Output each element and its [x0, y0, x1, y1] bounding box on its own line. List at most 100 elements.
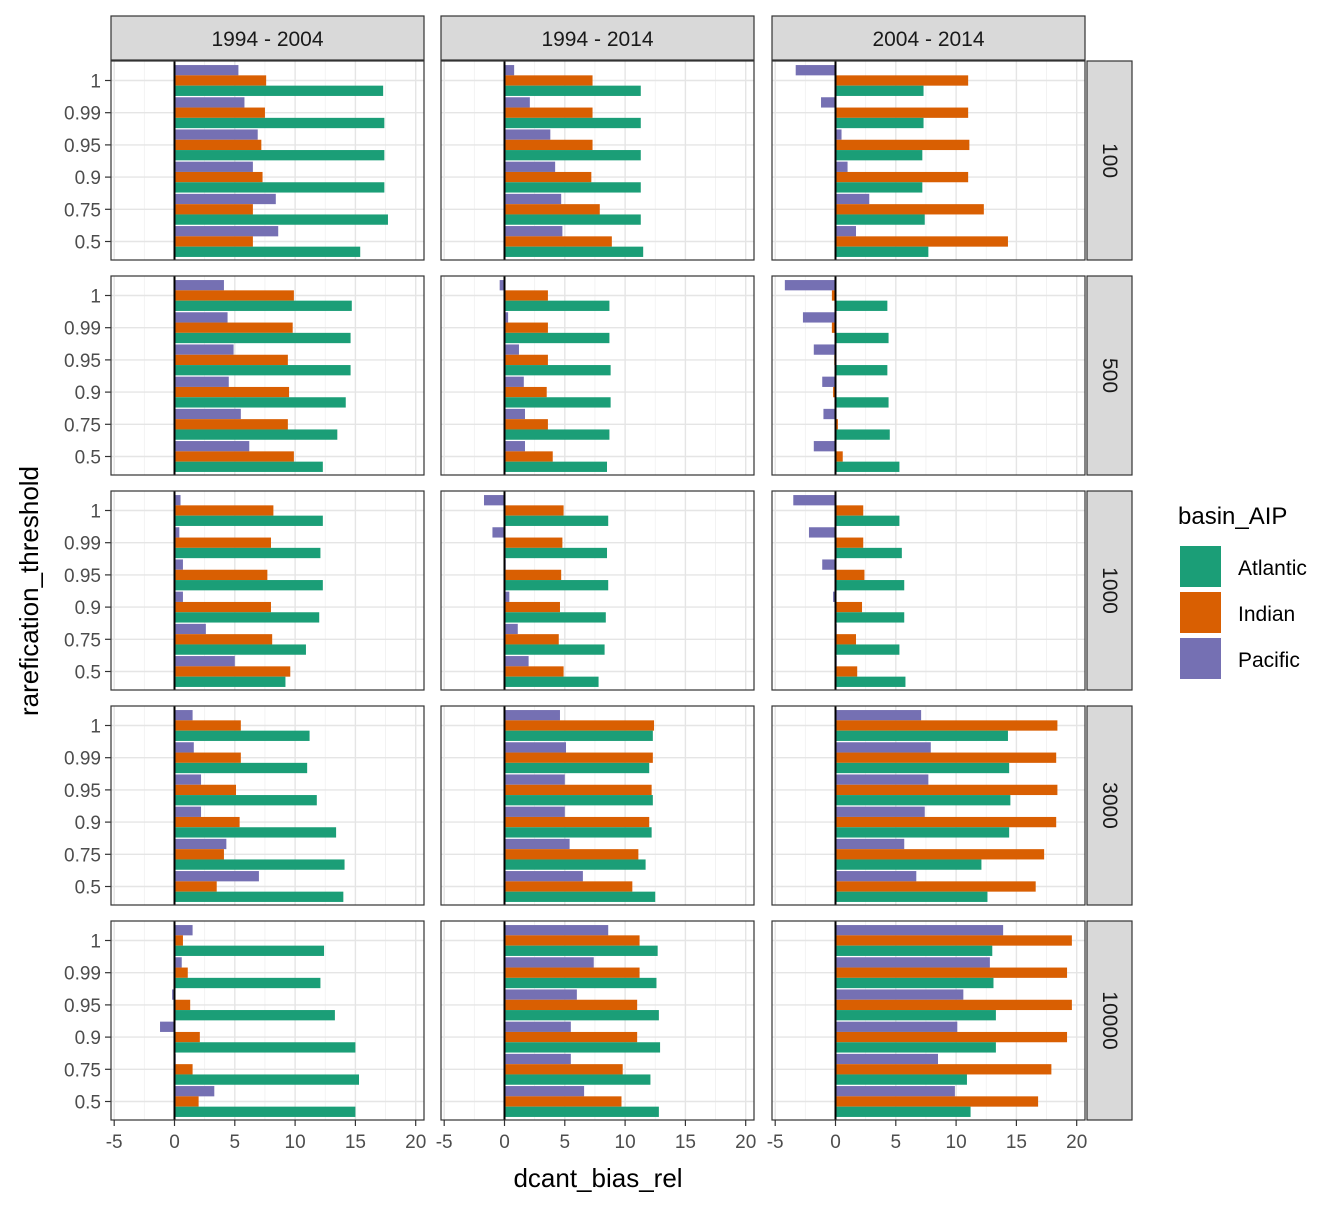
bar-atlantic-0-75: [835, 644, 900, 655]
bar-pacific-1: [504, 925, 609, 936]
bar-indian-0-75: [174, 849, 224, 860]
facet-strip-label: 1994 - 2004: [211, 28, 323, 51]
y-tick-label: 1: [90, 717, 101, 738]
bar-pacific-0-5: [504, 871, 583, 882]
bar-pacific-0-75: [504, 193, 562, 205]
legend-label-atlantic: Atlantic: [1238, 557, 1307, 580]
y-tick-label: 0.9: [75, 1028, 101, 1049]
facet-strip-background: [110, 15, 425, 61]
x-tick-label: 0: [499, 1132, 510, 1153]
y-tick-label: 0.5: [75, 233, 101, 254]
bar-pacific-0-75: [504, 1053, 571, 1065]
y-tick-label: 1: [90, 72, 101, 93]
bar-indian-0-9: [835, 816, 1057, 828]
panel-3000-1994-2014: [440, 705, 755, 906]
bar-pacific-0-95: [835, 774, 929, 785]
bar-atlantic-0-5: [835, 891, 988, 902]
bar-atlantic-0-99: [835, 117, 924, 129]
bar-pacific-0-95: [822, 559, 836, 570]
legend-key-atlantic: [1180, 546, 1221, 587]
bar-pacific-0-95: [174, 774, 202, 785]
panel-border: [110, 60, 425, 261]
panel-100-1994-2014: [440, 60, 755, 261]
bar-indian-0-9: [835, 171, 969, 183]
bar-atlantic-0-5: [504, 246, 644, 257]
bar-indian-0-95: [504, 999, 638, 1011]
y-axis-title: rarefication_threshold: [14, 466, 44, 716]
bar-pacific-1: [174, 495, 181, 506]
facet-row-strip-background: [1086, 920, 1133, 1121]
bar-atlantic-0-9: [174, 827, 337, 838]
bar-indian-0-75: [835, 419, 838, 430]
bar-atlantic-0-75: [504, 859, 646, 870]
bar-atlantic-1: [174, 300, 352, 311]
bar-atlantic-0-75: [174, 1074, 360, 1085]
bar-atlantic-0-99: [835, 977, 994, 989]
bar-pacific-1: [174, 925, 193, 936]
bar-atlantic-0-95: [174, 1010, 335, 1021]
x-axis-1994-2014: -5 0 5 10 15 20: [436, 1120, 756, 1153]
bar-atlantic-0-5: [174, 676, 286, 687]
bar-atlantic-0-75: [835, 1074, 967, 1085]
bar-indian-0-5: [504, 1096, 622, 1107]
bar-atlantic-0-75: [504, 214, 641, 225]
y-tick-label: 0.95: [64, 136, 101, 157]
panel-border: [110, 275, 425, 476]
bar-indian-1: [504, 75, 593, 86]
bar-atlantic-0-95: [835, 795, 1011, 806]
y-tick-label: 0.9: [75, 168, 101, 189]
bar-atlantic-0-99: [835, 332, 889, 344]
bar-indian-0-99: [835, 537, 864, 548]
bar-atlantic-0-9: [835, 397, 889, 408]
bar-indian-1: [174, 720, 241, 731]
bar-atlantic-0-9: [835, 1042, 996, 1053]
x-axis-1994-2004: -5 0 5 10 15 20: [106, 1120, 426, 1153]
panel-border: [771, 920, 1086, 1121]
panel-background: [772, 491, 1085, 690]
bar-indian-1: [835, 75, 969, 86]
bar-indian-0-95: [504, 784, 652, 796]
x-tick-label: -5: [436, 1132, 453, 1153]
bar-atlantic-0-9: [835, 827, 1010, 838]
panel-border: [110, 705, 425, 906]
y-axis-100: 1 0.99 0.95 0.9 0.75 0.5: [64, 72, 111, 254]
bar-indian-0-95: [504, 569, 562, 581]
y-axis-1000: 1 0.99 0.95 0.9 0.75 0.5: [64, 502, 111, 684]
bar-indian-1: [835, 935, 1072, 946]
bar-indian-0-99: [504, 537, 563, 548]
bar-atlantic-0-5: [174, 891, 344, 902]
bar-atlantic-0-5: [504, 461, 608, 472]
bar-pacific-0-75: [835, 838, 905, 850]
bar-indian-0-9: [174, 171, 263, 183]
bar-pacific-0-75: [823, 408, 836, 420]
y-tick-label: 0.75: [64, 845, 101, 866]
x-tick-label: 10: [615, 1132, 636, 1153]
bar-pacific-0-9: [174, 591, 183, 602]
bar-pacific-0-95: [813, 344, 836, 355]
bar-pacific-0-75: [835, 193, 870, 205]
bar-indian-0-99: [504, 107, 593, 118]
bar-pacific-0-95: [504, 344, 519, 355]
bar-indian-0-95: [835, 999, 1072, 1011]
panel-background: [772, 61, 1085, 260]
bar-pacific-0-5: [813, 441, 836, 452]
bar-pacific-0-5: [835, 871, 917, 882]
facet-row-strip-label: 3000: [1098, 782, 1121, 829]
y-axis-3000: 1 0.99 0.95 0.9 0.75 0.5: [64, 717, 111, 899]
bar-pacific-1: [504, 65, 515, 76]
panel-3000-1994-2004: [110, 705, 425, 906]
bar-indian-0-99: [504, 322, 548, 333]
bar-pacific-0-95: [504, 989, 577, 1000]
facet-row-strip-3000: 3000: [1086, 705, 1133, 906]
legend-label-indian: Indian: [1238, 603, 1295, 626]
bar-indian-0-95: [174, 354, 288, 366]
bar-pacific-0-9: [835, 806, 925, 817]
bar-pacific-0-75: [504, 623, 518, 635]
y-tick-label: 0.5: [75, 448, 101, 469]
bar-pacific-0-5: [504, 226, 563, 237]
bar-indian-0-99: [174, 322, 293, 333]
bar-atlantic-0-99: [174, 547, 321, 559]
facet-strip-1994-2014: 1994 - 2014: [440, 15, 755, 61]
bar-indian-0-75: [835, 1064, 1052, 1075]
